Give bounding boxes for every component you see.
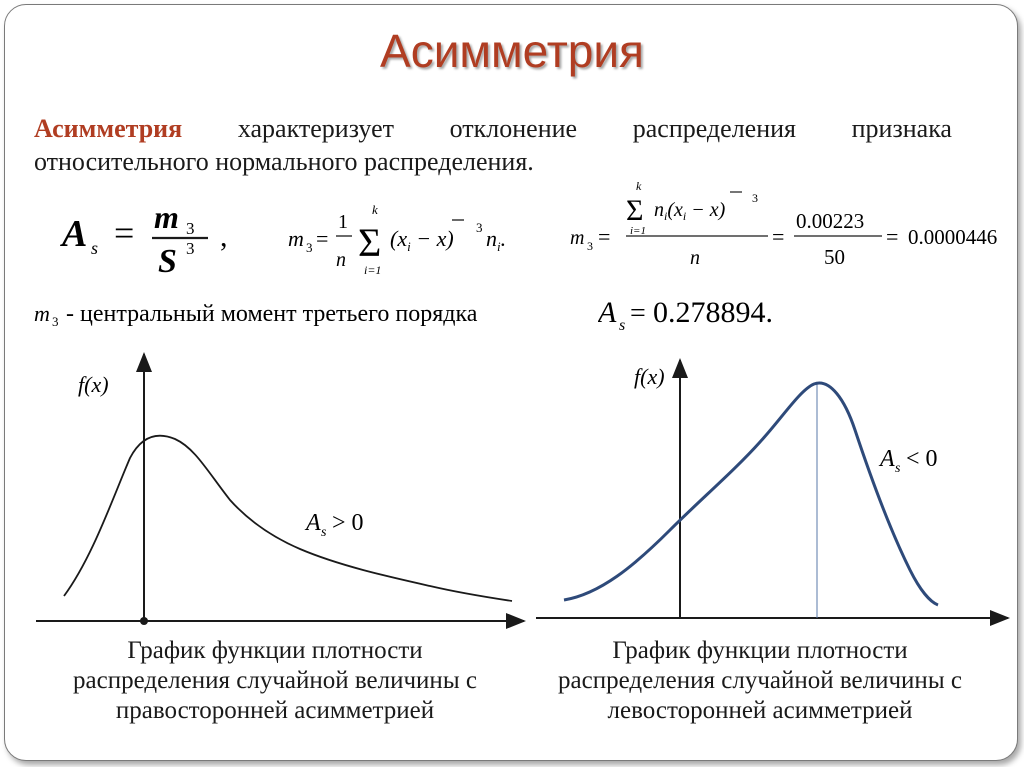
third-moment-calculation: m 3 = k Σ i=1 ni(xi − x) 3 n = 0.00223 5… (570, 179, 997, 269)
right-annotation-sub: s (895, 461, 901, 476)
intro-word-2: отклонение (449, 114, 578, 143)
left-annotation-a: A (304, 510, 321, 536)
m3-lhs-subscript: 3 (306, 240, 313, 255)
value-as-subscript: s (619, 317, 625, 334)
right-density-curve (563, 381, 939, 607)
left-annotation-rhs: > 0 (332, 510, 364, 536)
m3-equals: = (316, 226, 328, 251)
formula-comma: , (220, 220, 228, 253)
m3-lhs-letter: m (288, 226, 304, 251)
note-m-subscript: 3 (52, 314, 59, 329)
calc-sum-upper: k (636, 179, 642, 193)
calc-sigma: Σ (626, 194, 643, 227)
right-annotation-a: A (878, 446, 895, 472)
right-y-label: f(x) (634, 364, 665, 389)
m3-one: 1 (338, 211, 348, 233)
calc-equals-1: = (598, 224, 610, 249)
calc-result-value: 0.0000446 (908, 225, 997, 249)
calc-sum-lower: i=1 (630, 225, 646, 237)
right-caption: График функции плотности распределения с… (510, 636, 1010, 726)
formula-s-superscript: 3 (186, 239, 195, 258)
right-skew-graph: f(x) x A s > 0 (36, 352, 526, 629)
formula-m-letter: m (154, 199, 179, 235)
left-caption-line-1: График функции плотности (127, 637, 423, 664)
formula-m-subscript: 3 (186, 219, 195, 238)
left-caption-line-2: распределения случайной величины с (73, 667, 477, 694)
formula-s-letter: S (158, 243, 177, 280)
left-skew-graph: f(x) x A s < 0 (536, 358, 1010, 626)
m3-sigma: Σ (358, 220, 381, 265)
left-y-label: f(x) (78, 372, 109, 397)
calc-m3-letter: m (570, 227, 584, 249)
left-origin-dot (140, 617, 148, 625)
value-as-letter: A (598, 296, 617, 329)
note-text: - центральный момент третьего порядка (60, 301, 478, 327)
right-annotation-rhs: < 0 (906, 446, 938, 472)
calc-cube: 3 (752, 191, 758, 205)
m3-n-denominator: n (336, 249, 346, 271)
intro-line-1: Асимметрия характеризует отклонение расп… (34, 112, 952, 145)
value-equals: = (630, 298, 646, 329)
m3-ni: ni. (486, 226, 506, 254)
formula-as-letter: A (60, 213, 87, 255)
skewness-value: A s = 0.278894. (598, 296, 773, 334)
right-caption-line-2: распределения случайной величины с (558, 667, 962, 694)
intro-paragraph: Асимметрия характеризует отклонение расп… (34, 112, 952, 178)
left-caption: График функции плотности распределения с… (20, 636, 530, 726)
note-m-letter: m (34, 301, 50, 326)
skewness-formula: A s = m 3 S 3 , (60, 199, 228, 280)
calc-numerator-value: 0.00223 (796, 209, 864, 233)
calc-equals-3: = (886, 224, 898, 249)
third-moment-formula: m 3 = 1 n k Σ i=1 (xi − x) 3 ni. (288, 202, 506, 277)
m3-sum-lower: i=1 (364, 263, 381, 277)
intro-word-4: признака (851, 114, 952, 143)
calc-denominator-value: 50 (824, 245, 845, 269)
slide-frame (4, 4, 1018, 761)
moment-note: m 3 - центральный момент третьего порядк… (34, 301, 478, 329)
right-caption-line-1: График функции плотности (612, 637, 908, 664)
formula-as-subscript: s (91, 238, 98, 258)
m3-cube: 3 (476, 220, 483, 235)
intro-term: Асимметрия (34, 114, 183, 143)
formula-equals: = (114, 213, 134, 253)
m3-sum-upper: k (372, 202, 378, 217)
m3-bracket-expr: (xi − x) (390, 226, 454, 254)
calc-numerator-expr: ni(xi − x) (654, 199, 726, 223)
calc-equals-2: = (772, 224, 784, 249)
calc-m3-subscript: 3 (587, 239, 593, 253)
left-annotation-sub: s (321, 525, 327, 540)
slide-title: Асимметрия (380, 25, 644, 77)
calc-n-denominator: n (690, 247, 700, 269)
intro-word-1: характеризует (237, 114, 394, 143)
left-caption-line-3: правосторонней асимметрией (115, 697, 435, 724)
value-number: 0.278894. (653, 296, 773, 329)
intro-line-2: относительного нормального распределения… (34, 147, 534, 176)
right-caption-line-3: левосторонней асимметрией (607, 697, 913, 724)
intro-word-3: распределения (632, 114, 796, 143)
left-density-curve (63, 434, 513, 602)
